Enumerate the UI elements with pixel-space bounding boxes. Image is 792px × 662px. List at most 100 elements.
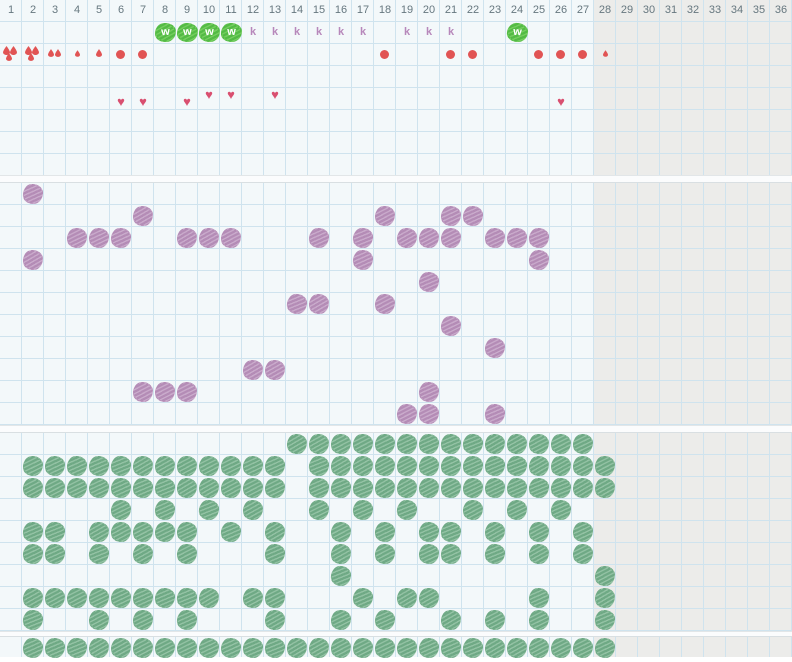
medication-marker[interactable] [20,475,46,501]
medication-marker[interactable] [173,606,201,634]
k-marker[interactable]: k [403,26,411,38]
footer-marker[interactable] [152,635,178,661]
medication-marker[interactable] [437,518,465,546]
symptom-marker[interactable] [130,203,156,229]
medication-marker[interactable] [350,431,376,457]
medication-marker[interactable] [503,452,531,480]
medication-marker[interactable] [481,474,509,502]
medication-marker[interactable] [437,430,465,458]
medication-marker[interactable] [482,519,508,545]
footer-marker[interactable] [548,635,574,661]
footer-marker[interactable] [108,635,134,661]
medication-marker[interactable] [41,540,69,568]
symptom-marker[interactable] [481,224,509,252]
medication-marker[interactable] [195,496,223,524]
medication-marker[interactable] [64,585,90,611]
medication-marker[interactable] [503,474,531,502]
medication-marker[interactable] [437,452,465,480]
bleeding-marker[interactable] [110,43,132,65]
medication-marker[interactable] [262,585,288,611]
medication-marker[interactable] [547,474,575,502]
medication-marker[interactable] [19,606,47,634]
symptom-marker[interactable] [240,357,266,383]
medication-marker[interactable] [196,585,222,611]
medication-marker[interactable] [548,431,574,457]
bleeding-marker[interactable] [132,43,154,65]
medication-marker[interactable] [438,607,464,633]
medication-marker[interactable] [261,540,289,568]
heart-marker[interactable]: ♥ [183,94,191,109]
symptom-marker[interactable] [394,225,420,251]
medication-marker[interactable] [481,452,509,480]
medication-marker[interactable] [328,453,354,479]
medication-marker[interactable] [218,475,244,501]
medication-marker[interactable] [372,475,398,501]
medication-marker[interactable] [569,518,597,546]
symptom-marker[interactable] [130,379,156,405]
symptom-marker[interactable] [372,291,398,317]
medication-marker[interactable] [393,430,421,458]
symptom-marker[interactable] [283,290,311,318]
symptom-marker[interactable] [438,225,464,251]
symptom-marker[interactable] [218,225,244,251]
medication-marker[interactable] [526,607,552,633]
bleeding-marker[interactable] [550,43,572,65]
medication-marker[interactable] [328,541,354,567]
symptom-marker[interactable] [19,180,47,208]
symptom-marker[interactable] [64,225,90,251]
symptom-marker[interactable] [525,224,553,252]
medication-marker[interactable] [372,453,398,479]
medication-marker[interactable] [129,474,157,502]
k-marker[interactable]: k [337,26,345,38]
medication-marker[interactable] [129,584,157,612]
medication-marker[interactable] [570,431,596,457]
footer-marker[interactable] [570,635,596,661]
symptom-marker[interactable] [415,268,443,296]
medication-marker[interactable] [327,474,355,502]
bleeding-marker[interactable] [440,43,462,65]
medication-marker[interactable] [350,453,376,479]
medication-marker[interactable] [328,519,354,545]
medication-marker[interactable] [130,453,156,479]
medication-marker[interactable] [393,496,421,524]
symptom-marker[interactable] [438,313,464,339]
medication-marker[interactable] [107,452,135,480]
medication-marker[interactable] [41,452,69,480]
footer-marker[interactable] [504,635,530,661]
footer-marker[interactable] [41,634,69,662]
footer-marker[interactable] [239,634,267,662]
w-marker[interactable]: w [196,19,223,46]
bleeding-marker[interactable] [594,43,616,65]
symptom-marker[interactable] [394,401,420,427]
heart-marker[interactable]: ♥ [557,94,565,109]
medication-marker[interactable] [284,431,310,457]
medication-marker[interactable] [262,607,288,633]
footer-marker[interactable] [261,634,289,662]
footer-marker[interactable] [350,635,376,661]
w-marker[interactable]: w [174,19,201,46]
footer-marker[interactable] [195,634,223,662]
medication-marker[interactable] [239,452,267,480]
k-marker[interactable]: k [315,26,323,38]
footer-marker[interactable] [591,634,619,662]
medication-marker[interactable] [591,606,619,634]
medication-marker[interactable] [525,474,553,502]
medication-marker[interactable] [240,585,266,611]
medication-marker[interactable] [262,475,288,501]
medication-marker[interactable] [41,518,69,546]
heart-marker[interactable]: ♥ [139,94,147,109]
symptom-marker[interactable] [525,246,553,274]
footer-marker[interactable] [217,634,245,662]
medication-marker[interactable] [526,453,552,479]
k-marker[interactable]: k [447,26,455,38]
footer-marker[interactable] [393,634,421,662]
medication-marker[interactable] [394,475,420,501]
medication-marker[interactable] [86,519,112,545]
medication-marker[interactable] [63,452,91,480]
bleeding-marker[interactable] [66,43,88,65]
bleeding-marker[interactable] [0,43,22,65]
medication-marker[interactable] [349,584,377,612]
symptom-marker[interactable] [459,202,487,230]
symptom-marker[interactable] [349,246,377,274]
symptom-marker[interactable] [20,247,46,273]
